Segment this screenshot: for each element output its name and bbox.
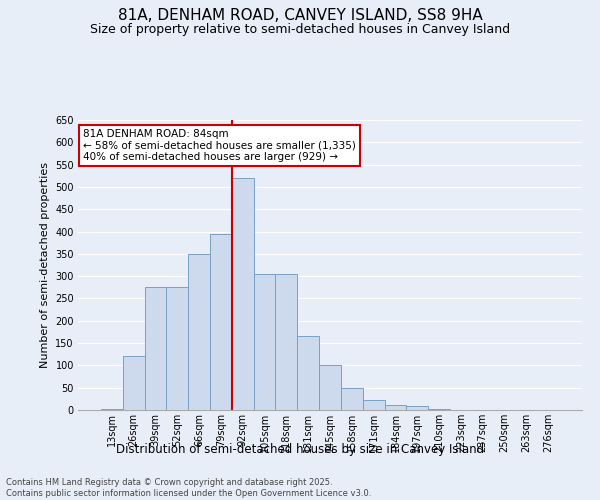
Bar bbox=[341, 388, 363, 410]
Bar bbox=[210, 234, 232, 410]
Bar bbox=[406, 406, 428, 410]
Y-axis label: Number of semi-detached properties: Number of semi-detached properties bbox=[40, 162, 50, 368]
Bar bbox=[254, 274, 275, 410]
Bar bbox=[363, 400, 385, 410]
Bar bbox=[145, 288, 166, 410]
Bar bbox=[123, 356, 145, 410]
Bar bbox=[188, 254, 210, 410]
Text: Contains HM Land Registry data © Crown copyright and database right 2025.
Contai: Contains HM Land Registry data © Crown c… bbox=[6, 478, 371, 498]
Text: Distribution of semi-detached houses by size in Canvey Island: Distribution of semi-detached houses by … bbox=[116, 442, 484, 456]
Bar bbox=[385, 404, 406, 410]
Bar bbox=[319, 366, 341, 410]
Text: Size of property relative to semi-detached houses in Canvey Island: Size of property relative to semi-detach… bbox=[90, 22, 510, 36]
Bar bbox=[275, 274, 297, 410]
Bar bbox=[166, 288, 188, 410]
Text: 81A, DENHAM ROAD, CANVEY ISLAND, SS8 9HA: 81A, DENHAM ROAD, CANVEY ISLAND, SS8 9HA bbox=[118, 8, 482, 22]
Text: 81A DENHAM ROAD: 84sqm
← 58% of semi-detached houses are smaller (1,335)
40% of : 81A DENHAM ROAD: 84sqm ← 58% of semi-det… bbox=[83, 128, 356, 162]
Bar bbox=[232, 178, 254, 410]
Bar bbox=[297, 336, 319, 410]
Bar bbox=[101, 409, 123, 410]
Bar bbox=[428, 409, 450, 410]
